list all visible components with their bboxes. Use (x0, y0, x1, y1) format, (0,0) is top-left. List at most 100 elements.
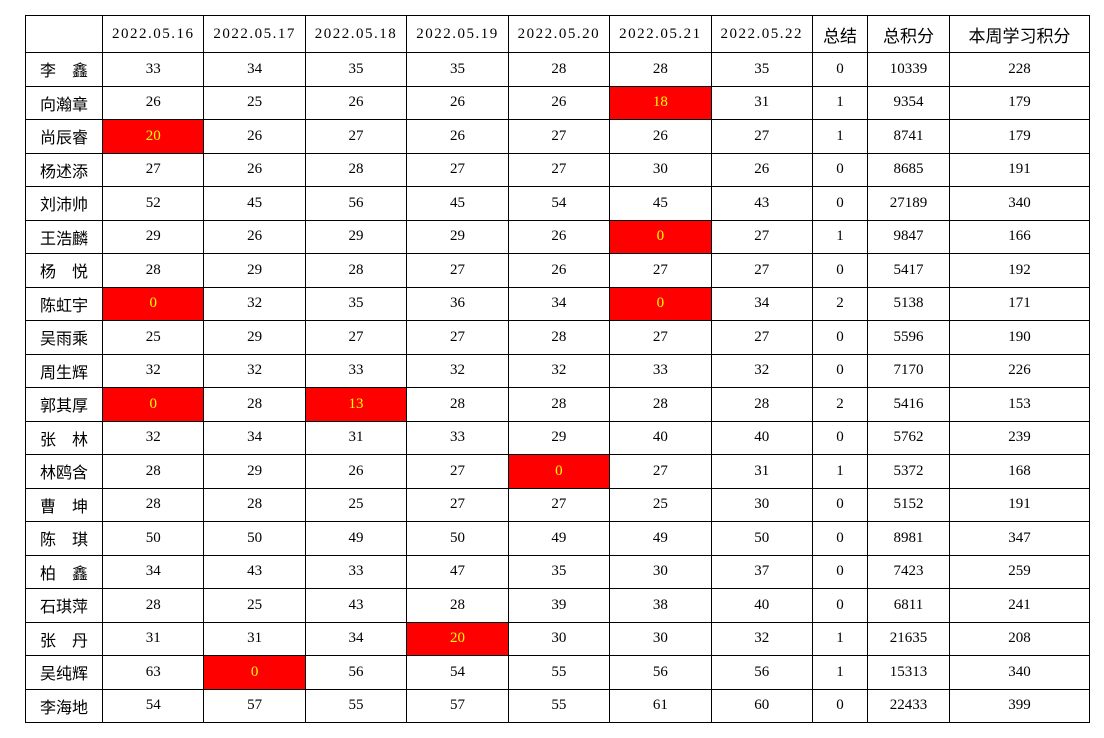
daily-score-cell: 27 (304, 119, 408, 154)
week-points-cell: 179 (949, 85, 1090, 120)
daily-score-cell: 28 (304, 253, 408, 288)
student-name-cell: 张 丹 (25, 621, 103, 656)
daily-score-cell: 30 (609, 621, 712, 656)
date-column-header: 2022.05.16 (101, 15, 205, 53)
daily-score-cell: 26 (507, 253, 611, 288)
week-points-cell: 191 (949, 487, 1090, 522)
daily-score-cell: 30 (507, 621, 611, 656)
daily-score-cell: 29 (203, 454, 306, 489)
student-name-cell: 柏 鑫 (25, 554, 103, 589)
table-row: 曹 坤 28 28 25 27 27 25 30 0 5152 191 (25, 487, 1090, 522)
daily-score-cell: 27 (406, 152, 509, 187)
summary-count-cell: 0 (812, 353, 868, 388)
daily-score-cell: 26 (609, 119, 712, 154)
student-name-cell: 张 林 (25, 420, 103, 455)
week-points-cell: 168 (949, 454, 1090, 489)
daily-score-cell: 27 (507, 487, 611, 522)
daily-score-cell: 27 (710, 320, 814, 355)
daily-score-cell: 31 (101, 621, 205, 656)
daily-score-cell: 32 (203, 286, 306, 321)
student-name-cell: 林鸥含 (25, 454, 103, 489)
daily-score-cell: 33 (101, 52, 205, 87)
summary-count-cell: 0 (812, 521, 868, 556)
week-points-cell: 226 (949, 353, 1090, 388)
daily-score-cell: 56 (609, 655, 712, 690)
daily-score-cell: 32 (507, 353, 611, 388)
summary-column-header: 总结 (812, 15, 868, 53)
daily-score-cell: 34 (203, 420, 306, 455)
week-points-cell: 190 (949, 320, 1090, 355)
daily-score-cell: 32 (203, 353, 306, 388)
table-row: 刘沛帅 52 45 56 45 54 45 43 0 27189 340 (25, 186, 1090, 221)
daily-score-cell: 27 (710, 219, 814, 254)
student-name-cell: 李 鑫 (25, 52, 103, 87)
summary-count-cell: 0 (812, 588, 868, 623)
summary-count-cell: 0 (812, 487, 868, 522)
student-name-cell: 陈 琪 (25, 521, 103, 556)
student-name-cell: 吴纯辉 (25, 655, 103, 690)
table-row: 吴雨乘 25 29 27 27 28 27 27 0 5596 190 (25, 320, 1090, 355)
daily-score-cell: 29 (507, 420, 611, 455)
daily-score-cell-highlighted: 0 (609, 219, 712, 254)
daily-score-cell: 33 (304, 554, 408, 589)
daily-score-cell: 26 (203, 152, 306, 187)
daily-score-cell: 37 (710, 554, 814, 589)
daily-score-cell: 28 (609, 52, 712, 87)
student-name-cell: 刘沛帅 (25, 186, 103, 221)
date-column-header: 2022.05.19 (406, 15, 509, 53)
total-points-cell: 5596 (867, 320, 950, 355)
daily-score-cell: 26 (406, 119, 509, 154)
summary-count-cell: 1 (812, 119, 868, 154)
student-name-cell: 吴雨乘 (25, 320, 103, 355)
daily-score-cell-highlighted: 0 (101, 286, 205, 321)
daily-score-cell: 49 (507, 521, 611, 556)
student-name-cell: 周生辉 (25, 353, 103, 388)
daily-score-cell: 26 (101, 85, 205, 120)
daily-score-cell: 31 (710, 85, 814, 120)
daily-score-cell: 34 (507, 286, 611, 321)
daily-score-cell: 28 (507, 52, 611, 87)
total-points-cell: 5372 (867, 454, 950, 489)
daily-score-cell: 34 (304, 621, 408, 656)
date-column-header: 2022.05.17 (203, 15, 306, 53)
daily-score-cell: 26 (710, 152, 814, 187)
daily-score-cell-highlighted: 13 (304, 387, 408, 422)
week-points-cell: 166 (949, 219, 1090, 254)
summary-count-cell: 0 (812, 152, 868, 187)
table-row: 向瀚章 26 25 26 26 26 18 31 1 9354 179 (25, 85, 1090, 120)
table-row: 杨 悦 28 29 28 27 26 27 27 0 5417 192 (25, 253, 1090, 288)
daily-score-cell: 56 (710, 655, 814, 690)
table-row: 石琪萍 28 25 43 28 39 38 40 0 6811 241 (25, 588, 1090, 623)
total-points-cell: 15313 (867, 655, 950, 690)
daily-score-cell: 56 (304, 655, 408, 690)
daily-score-cell: 28 (609, 387, 712, 422)
week-points-cell: 399 (949, 688, 1090, 723)
table-row: 陈 琪 50 50 49 50 49 49 50 0 8981 347 (25, 521, 1090, 556)
daily-score-cell: 25 (203, 85, 306, 120)
daily-score-cell: 28 (406, 387, 509, 422)
total-points-cell: 5417 (867, 253, 950, 288)
daily-score-cell: 35 (507, 554, 611, 589)
daily-score-cell: 31 (710, 454, 814, 489)
daily-score-cell: 50 (101, 521, 205, 556)
daily-score-cell: 35 (304, 286, 408, 321)
student-name-cell: 陈虹宇 (25, 286, 103, 321)
daily-score-cell: 49 (609, 521, 712, 556)
week-points-cell: 340 (949, 186, 1090, 221)
summary-count-cell: 0 (812, 320, 868, 355)
daily-score-cell: 27 (507, 119, 611, 154)
daily-score-cell: 36 (406, 286, 509, 321)
daily-score-cell: 27 (609, 454, 712, 489)
daily-score-cell: 61 (609, 688, 712, 723)
daily-score-cell: 33 (609, 353, 712, 388)
summary-count-cell: 2 (812, 387, 868, 422)
daily-score-cell: 28 (710, 387, 814, 422)
daily-score-cell: 27 (304, 320, 408, 355)
total-points-cell: 7423 (867, 554, 950, 589)
daily-score-cell: 25 (203, 588, 306, 623)
week-points-cell: 192 (949, 253, 1090, 288)
daily-score-cell: 45 (203, 186, 306, 221)
daily-score-cell: 25 (101, 320, 205, 355)
daily-score-cell: 35 (710, 52, 814, 87)
